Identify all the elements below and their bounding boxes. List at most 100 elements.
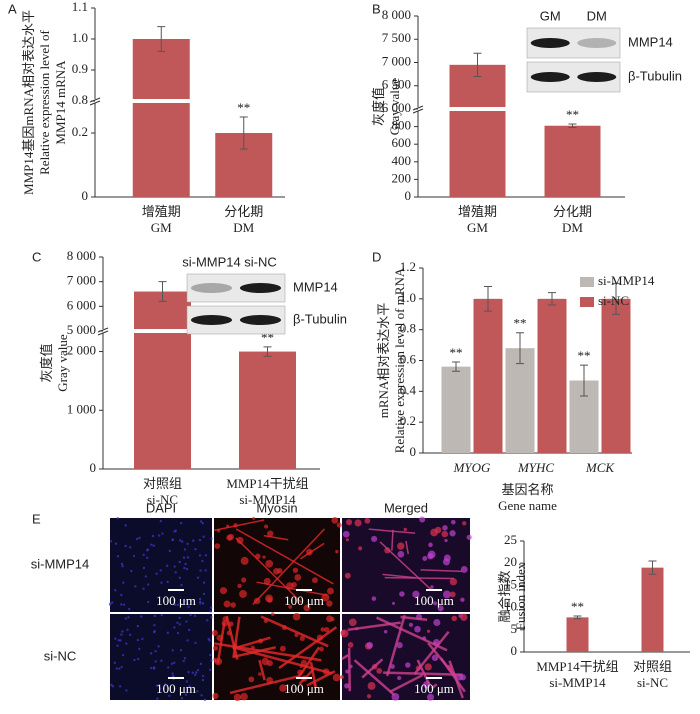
cell bbox=[262, 555, 266, 559]
y-tick-label: 0.4 bbox=[400, 382, 417, 397]
x-axis-title: Gene name bbox=[498, 498, 557, 513]
cell bbox=[153, 614, 157, 618]
myotube bbox=[448, 660, 464, 699]
cell bbox=[157, 534, 161, 537]
bar bbox=[566, 617, 589, 652]
panel-letter: A bbox=[8, 1, 17, 16]
y-tick-label: 0 bbox=[410, 444, 417, 459]
cell bbox=[178, 576, 182, 579]
cell bbox=[428, 542, 433, 548]
cell bbox=[130, 569, 133, 573]
cell bbox=[119, 639, 122, 642]
cell bbox=[192, 539, 195, 542]
cell bbox=[201, 674, 205, 678]
significance-label: ** bbox=[514, 316, 527, 331]
blot-row-label: MMP14 bbox=[293, 279, 338, 294]
cell bbox=[199, 602, 202, 605]
cell bbox=[116, 644, 119, 647]
cell bbox=[122, 581, 125, 584]
myotube bbox=[232, 645, 333, 675]
micrograph bbox=[110, 518, 212, 612]
cell bbox=[327, 587, 334, 595]
blot-row-label: MMP14 bbox=[628, 34, 673, 49]
cell bbox=[145, 556, 149, 560]
cell bbox=[156, 697, 159, 700]
cell bbox=[140, 615, 143, 618]
cell bbox=[178, 623, 182, 626]
y-axis-title: Relative expression level of mRNA bbox=[392, 267, 407, 453]
cell bbox=[122, 603, 126, 606]
cell bbox=[210, 659, 213, 662]
significance-label: ** bbox=[450, 345, 463, 360]
cell bbox=[279, 684, 287, 692]
y-tick-label: 6 000 bbox=[382, 100, 411, 115]
y-axis-title: MMP14基因mRNA相对表达水平 bbox=[21, 10, 36, 195]
panel-letter: B bbox=[372, 1, 381, 16]
cell bbox=[151, 534, 155, 538]
panel-letter: E bbox=[32, 511, 41, 526]
myotube bbox=[347, 621, 401, 632]
y-axis-title: MMP14 mRNA bbox=[53, 60, 68, 145]
cell bbox=[149, 652, 153, 655]
cell bbox=[292, 567, 299, 573]
y-axis-title: Gray value bbox=[387, 78, 402, 136]
cell bbox=[430, 585, 434, 589]
cell bbox=[120, 562, 124, 566]
cell bbox=[424, 663, 432, 671]
x-tick-label: MYOG bbox=[453, 460, 491, 475]
myotube bbox=[263, 534, 289, 541]
cell bbox=[367, 681, 376, 690]
y-tick-label: 6 000 bbox=[67, 297, 96, 312]
cell bbox=[391, 601, 396, 605]
myotube bbox=[300, 542, 325, 560]
x-tick-label: si-NC bbox=[147, 492, 178, 507]
cell bbox=[127, 616, 130, 619]
cell bbox=[443, 590, 451, 599]
myotube bbox=[391, 529, 394, 551]
cell bbox=[441, 530, 449, 538]
myotube bbox=[385, 614, 406, 677]
x-axis-title: 基因名称 bbox=[501, 482, 553, 497]
cell bbox=[157, 645, 160, 648]
y-tick-label: 0 bbox=[405, 188, 412, 203]
cell bbox=[403, 527, 407, 532]
cell bbox=[168, 694, 171, 697]
y-axis-title: Relative expression level of bbox=[37, 29, 52, 174]
cell bbox=[208, 668, 212, 671]
cell bbox=[179, 649, 183, 652]
cell bbox=[223, 600, 231, 608]
cell bbox=[167, 666, 170, 669]
cell bbox=[201, 559, 204, 563]
cell bbox=[120, 603, 123, 606]
bar bbox=[641, 567, 664, 652]
cell bbox=[270, 612, 275, 616]
cell bbox=[273, 568, 280, 575]
cell bbox=[214, 543, 221, 549]
blot-band bbox=[239, 315, 282, 325]
cell bbox=[437, 605, 444, 612]
bar bbox=[449, 64, 506, 197]
myotube bbox=[309, 662, 317, 688]
cell bbox=[109, 602, 112, 606]
cell bbox=[336, 522, 342, 528]
cell bbox=[433, 601, 438, 606]
cell bbox=[321, 593, 330, 602]
cell bbox=[115, 667, 119, 670]
myotube bbox=[252, 528, 326, 606]
bar-break bbox=[448, 107, 507, 111]
blot-row-label: β-Tubulin bbox=[293, 311, 347, 326]
cell bbox=[109, 540, 113, 543]
cell bbox=[460, 566, 468, 573]
cell bbox=[178, 616, 181, 620]
cell bbox=[462, 521, 467, 526]
cell bbox=[210, 616, 213, 619]
bar bbox=[505, 348, 535, 453]
cell bbox=[183, 657, 187, 660]
cell bbox=[233, 693, 242, 702]
cell bbox=[342, 530, 350, 538]
cell bbox=[187, 670, 190, 674]
cell bbox=[397, 675, 402, 681]
cell bbox=[397, 550, 405, 558]
cell bbox=[303, 604, 311, 612]
cell bbox=[449, 530, 456, 537]
